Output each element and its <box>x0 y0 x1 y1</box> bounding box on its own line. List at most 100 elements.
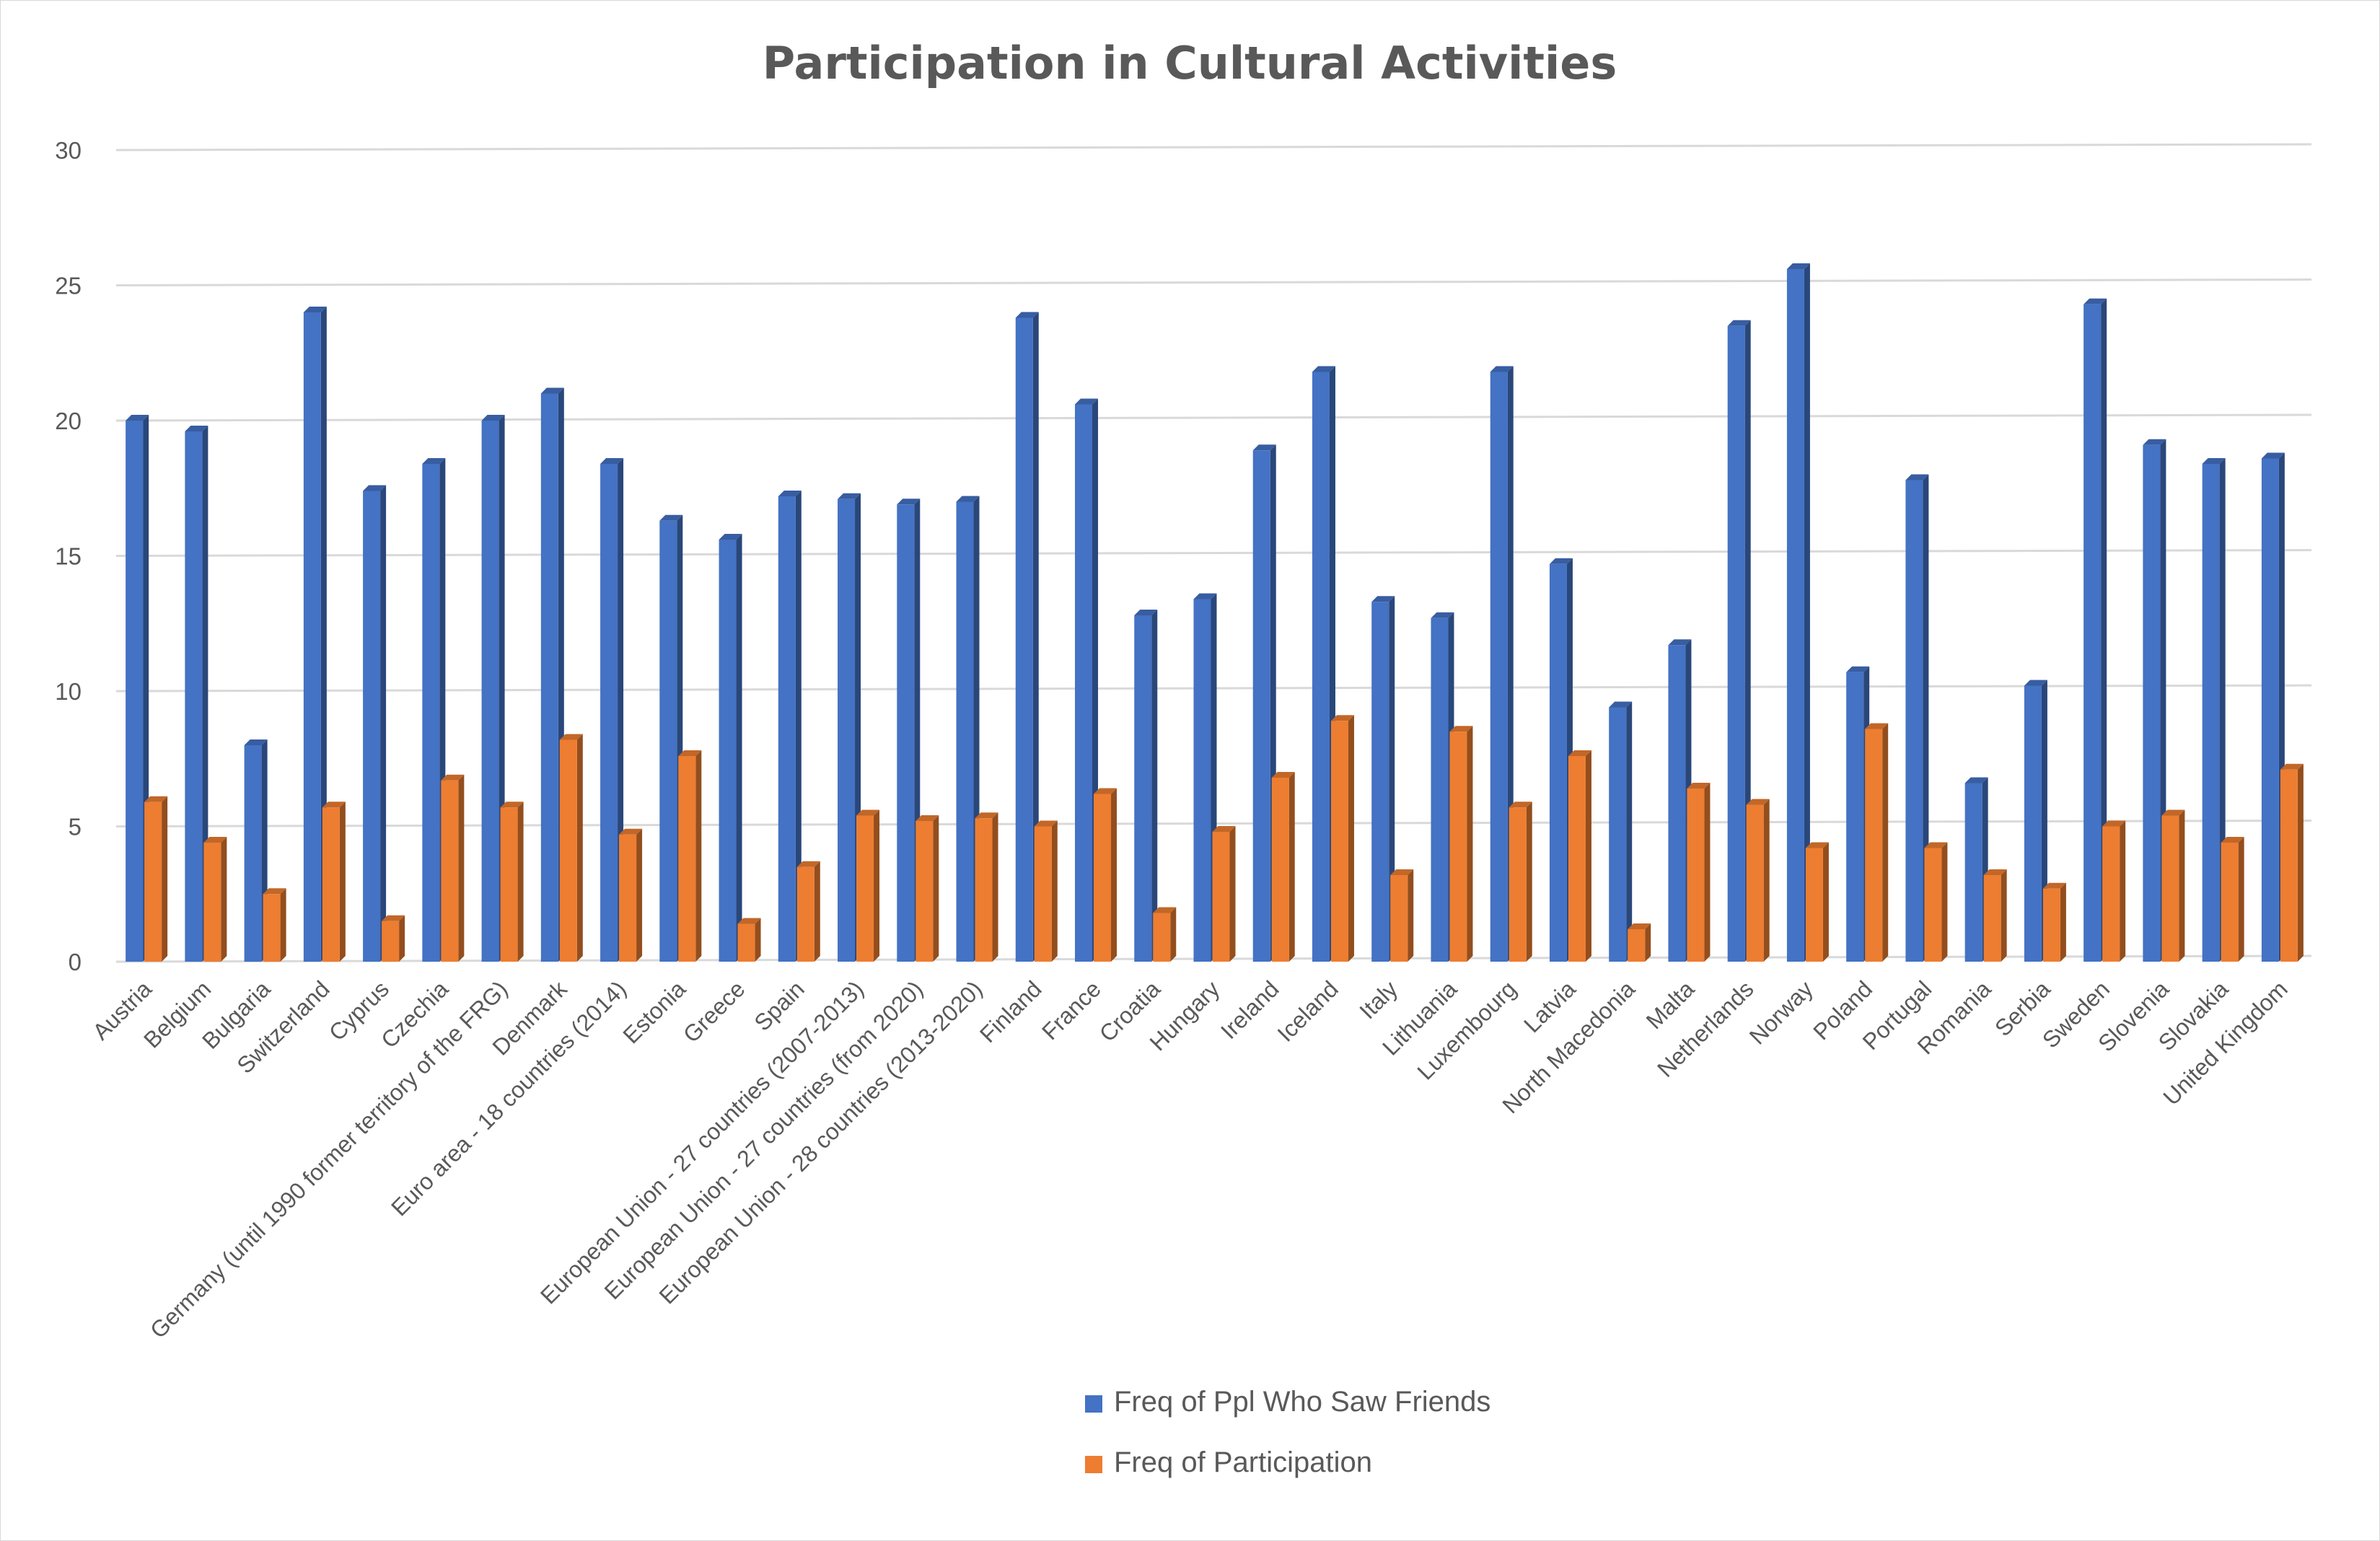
bar-side <box>1804 263 1810 962</box>
bar-front <box>203 843 221 962</box>
bar-front <box>540 393 558 962</box>
bar-participation <box>2161 809 2185 962</box>
x-axis-labels: AustriaBelgiumBulgariaSwitzerlandCyprusC… <box>87 975 2293 1343</box>
bar-top <box>778 491 802 496</box>
bar-top <box>1687 783 1711 789</box>
bar-side <box>695 750 702 962</box>
bar-front <box>856 815 874 962</box>
bar-front <box>2221 843 2239 962</box>
bar-front <box>1846 672 1864 962</box>
bar-front <box>2024 685 2042 962</box>
bar-participation <box>2280 763 2304 962</box>
bar-participation <box>1687 783 1711 962</box>
bar-top <box>322 802 346 808</box>
bar-top <box>559 734 583 740</box>
bar-front <box>1983 875 2001 962</box>
bar-top <box>185 426 208 431</box>
bar-side <box>517 802 524 962</box>
bar-front <box>1134 615 1152 962</box>
bar-side <box>1051 820 1058 962</box>
bar-participation <box>559 734 583 962</box>
bar-top <box>1075 398 1099 405</box>
legend-swatch <box>1085 1395 1102 1413</box>
bar-top <box>1015 312 1039 318</box>
bar-top <box>1252 444 1276 451</box>
bar-saw-friends <box>2202 458 2226 962</box>
bar-front <box>1786 269 1804 962</box>
bar-top <box>422 458 446 464</box>
bar-side <box>1822 842 1829 962</box>
bar-side <box>636 828 643 962</box>
bar-front <box>481 421 499 962</box>
bar-side <box>339 802 346 962</box>
legend-swatch <box>1085 1456 1102 1473</box>
bar-participation <box>678 750 702 962</box>
bar-side <box>1923 474 1929 962</box>
bar-side <box>380 485 387 962</box>
bar-top <box>303 307 327 312</box>
bar-front <box>322 807 340 962</box>
bar-top <box>1786 263 1810 269</box>
legend-label: Freq of Ppl Who Saw Friends <box>1114 1386 1490 1418</box>
bar-front <box>441 780 459 962</box>
bar-top <box>263 888 286 895</box>
bar-side <box>1626 701 1633 962</box>
bar-side <box>992 812 998 962</box>
bar-side <box>1526 802 1532 962</box>
bar-side <box>2238 837 2244 962</box>
bar-side <box>1882 723 1889 962</box>
bar-participation <box>915 815 939 962</box>
bar-top <box>500 802 524 808</box>
bar-side <box>1744 320 1751 962</box>
bar-front <box>1746 804 1764 962</box>
bar-top <box>1568 750 1591 756</box>
bar-front <box>1094 794 1112 962</box>
bar-front <box>1312 372 1330 962</box>
bar-side <box>1585 750 1591 962</box>
bar-top <box>1805 842 1829 848</box>
bar-front <box>263 894 281 962</box>
bar-participation <box>2221 837 2244 962</box>
bar-front <box>1075 404 1093 962</box>
bar-top <box>719 534 742 540</box>
bar-side <box>1170 907 1177 962</box>
bar-top <box>897 499 921 505</box>
bar-participation <box>1271 772 1295 962</box>
bar-side <box>874 809 880 962</box>
bar-top <box>1490 366 1514 372</box>
y-tick-label: 25 <box>55 273 82 299</box>
bar-top <box>2083 298 2107 304</box>
bar-side <box>736 534 742 962</box>
bar-side <box>221 837 227 962</box>
bar-participation <box>500 802 524 962</box>
bar-participation <box>1568 750 1591 962</box>
bar-front <box>422 464 440 962</box>
bar-top <box>619 828 643 835</box>
bar-saw-friends <box>778 491 802 962</box>
bar-front <box>500 807 518 962</box>
bar-top <box>1330 715 1354 721</box>
bar-top <box>1034 820 1058 827</box>
bar-front <box>382 921 400 962</box>
bar-front <box>559 739 577 962</box>
bar-participation <box>737 918 761 962</box>
bar-top <box>1746 799 1770 805</box>
bar-front <box>2161 815 2179 962</box>
bar-front <box>1034 826 1052 962</box>
bar-side <box>576 734 583 962</box>
bar-side <box>1288 772 1295 962</box>
bar-front <box>915 821 934 962</box>
bar-top <box>678 750 702 756</box>
bar-top <box>915 815 939 821</box>
bar-saw-friends <box>363 485 387 962</box>
bar-top <box>1509 802 1532 808</box>
bar-side <box>458 774 465 962</box>
bar-side <box>1348 715 1354 962</box>
bar-front <box>1153 913 1171 962</box>
bar-top <box>2143 439 2166 445</box>
bar-top <box>2161 809 2185 816</box>
bar-participation <box>1746 799 1770 962</box>
bar-front <box>1390 875 1408 962</box>
bar-top <box>2024 680 2047 686</box>
